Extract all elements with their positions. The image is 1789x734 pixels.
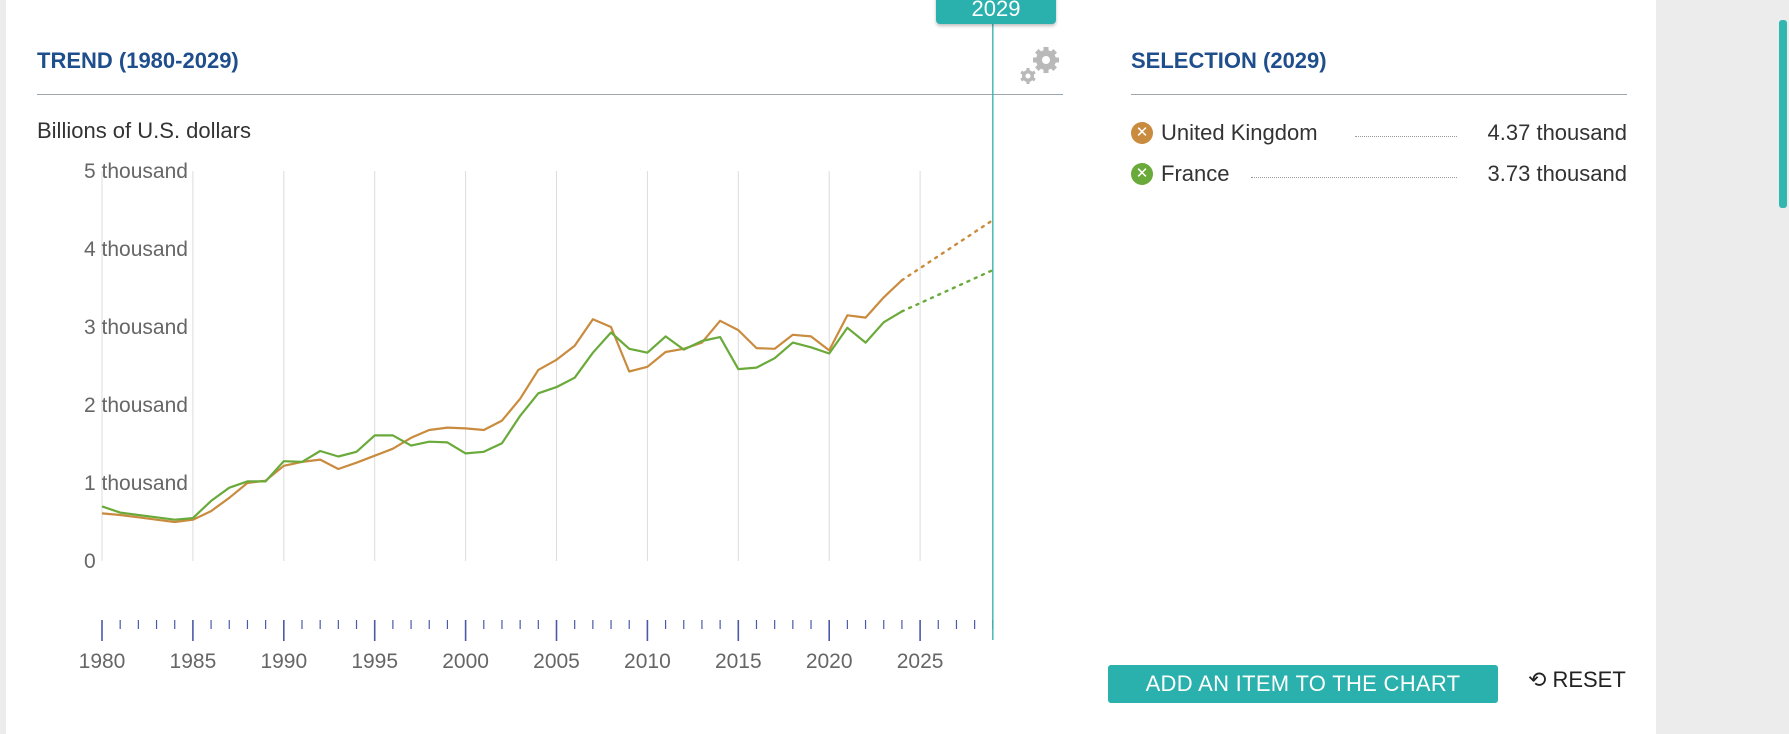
- year-marker-tab[interactable]: 2029: [936, 0, 1056, 24]
- reset-button[interactable]: ⟲ RESET: [1528, 667, 1626, 693]
- legend-value: 4.37 thousand: [1487, 120, 1627, 145]
- scrollbar-thumb[interactable]: [1779, 20, 1787, 208]
- unit-label: Billions of U.S. dollars: [37, 118, 251, 143]
- legend-name: France: [1161, 161, 1230, 186]
- legend-value: 3.73 thousand: [1487, 161, 1627, 186]
- gears-icon[interactable]: [1018, 44, 1062, 88]
- top-clipped-controls: [1140, 0, 1640, 4]
- add-item-button[interactable]: ADD AN ITEM TO THE CHART: [1108, 665, 1498, 703]
- chart-card: [6, 0, 1656, 734]
- selection-title: SELECTION (2029): [1131, 48, 1327, 73]
- selection-title-rule: [1131, 94, 1627, 95]
- legend-item-france: ✕ France 3.73 thousand: [1131, 159, 1627, 189]
- trend-title: TREND (1980-2029): [37, 48, 239, 73]
- close-icon[interactable]: ✕: [1131, 163, 1153, 185]
- leader-line: [1251, 177, 1457, 178]
- legend-name: United Kingdom: [1161, 120, 1318, 145]
- trend-title-rule: [37, 94, 1063, 95]
- close-icon[interactable]: ✕: [1131, 122, 1153, 144]
- leader-line: [1355, 136, 1457, 137]
- history-icon: ⟲: [1528, 667, 1547, 692]
- reset-label: RESET: [1552, 667, 1626, 692]
- legend-item-united-kingdom: ✕ United Kingdom 4.37 thousand: [1131, 118, 1627, 148]
